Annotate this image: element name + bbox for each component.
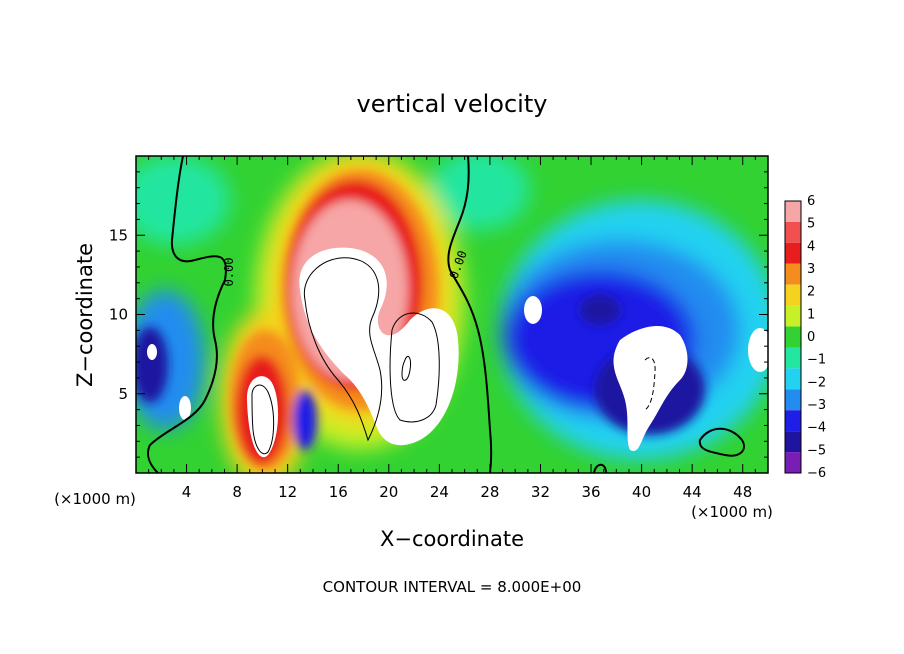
chart-title: vertical velocity [357,90,548,118]
colorbar-tick-label: 1 [807,307,815,322]
x-tick-label: 28 [480,483,499,501]
colorbar-swatch [785,305,801,327]
x-axis-label: X−coordinate [380,527,524,551]
contour-plus16 [401,355,411,381]
downdraft-core-white [613,325,688,451]
y-tick-label: 5 [118,385,128,403]
colorbar-tick-label: 2 [807,285,815,300]
x-tick-label: 4 [182,483,192,501]
colorbar-tick-label: −1 [807,353,826,368]
down-core-left [136,327,168,403]
y-axis-label: Z−coordinate [73,243,97,387]
colorbar-frame [784,200,802,474]
weak-down-mid-top [430,156,530,230]
colorbar-tick-label: −5 [807,443,826,458]
x-axis-ticks: 4 8 12 16 20 24 28 32 36 40 44 48 [148,156,756,501]
colorbar-swatch [785,201,801,222]
colorbar-swatch [785,242,801,264]
colorbar-swatch [785,431,801,453]
updraft-core-white [299,247,459,446]
colorbar-swatch [785,347,801,369]
colorbar-tick-label: 6 [807,194,815,209]
colorbar-swatch [785,284,801,306]
x-tick-label: 32 [531,483,550,501]
colorbar-tick-label: −6 [807,466,826,481]
contour-plus8-left [251,384,275,455]
colorbar-tick-label: 4 [807,239,815,254]
contour-interval-note: CONTOUR INTERVAL = 8.000E+00 [323,578,582,596]
colorbar-tick-label: −2 [807,375,826,390]
y-tick-label: 10 [109,306,128,324]
colorbar-tick-label: 5 [807,217,815,232]
x-tick-label: 48 [733,483,752,501]
downdraft-core-white-left [147,344,157,360]
x-tick-label: 44 [683,483,702,501]
zero-contour-mid [447,156,493,473]
colorbar-swatch [785,263,801,285]
down-core-30 [580,295,620,325]
contour-label-left: 0.00 [222,258,236,287]
weak-down-left-top [136,156,230,245]
updraft-core-white-left [246,376,279,458]
colorbar-tick-label: 0 [807,330,815,345]
colorbar-swatch [785,452,801,473]
downdraft-core-white-right [748,328,768,372]
contour-plus8-main [303,257,383,442]
down-core-12 [293,390,317,450]
x-axis-unit: (×1000 m) [691,503,773,521]
x-tick-label: 20 [379,483,398,501]
y-axis-unit: (×1000 m) [54,490,136,508]
x-tick-label: 16 [329,483,348,501]
colorbar-tick-label: −3 [807,398,826,413]
colorbar: 6 5 4 3 2 1 0 −1 −2 −3 −4 −5 −6 [784,194,826,481]
contour-plus8-right [389,312,440,423]
colorbar-tick-label: −4 [807,421,826,436]
colorbar-swatch [785,410,801,432]
downdraft-core-white-left-2 [179,396,191,420]
zero-contour-right-loop [698,427,745,457]
colorbar-tick-label: 3 [807,262,815,277]
extreme-regions [147,247,768,458]
colorbar-swatch [785,368,801,390]
colorbar-swatch [785,389,801,411]
downdraft-core-white-30 [524,296,542,324]
zero-contour-bottom-loop [593,463,607,473]
y-axis-ticks: 5 10 15 [109,171,768,458]
x-tick-label: 40 [632,483,651,501]
contour-lines [147,156,745,473]
x-tick-label: 12 [278,483,297,501]
colorbar-swatch [785,221,801,243]
colorbar-swatch [785,326,801,348]
heatmap-field: 0.00 0.00 [136,156,768,473]
x-tick-label: 36 [581,483,600,501]
zero-contour-left [147,156,227,473]
x-tick-label: 24 [430,483,449,501]
y-tick-label: 15 [109,226,128,244]
x-tick-label: 8 [232,483,242,501]
